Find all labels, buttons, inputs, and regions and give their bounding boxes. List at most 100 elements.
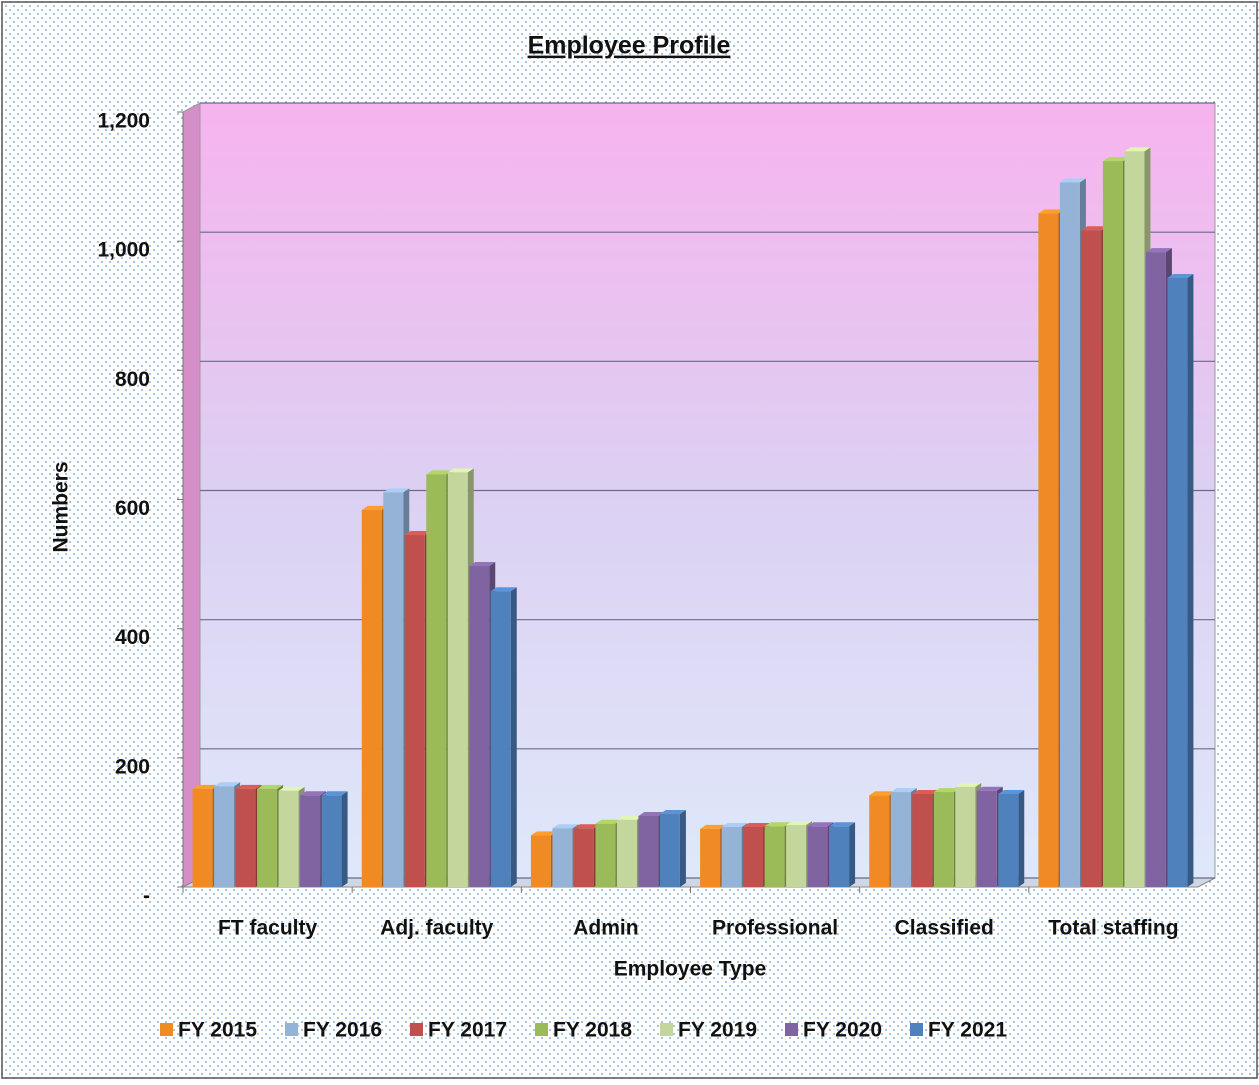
bar-top bbox=[447, 468, 474, 473]
bar bbox=[235, 788, 256, 887]
legend-label: FY 2021 bbox=[928, 1019, 1007, 1042]
bar bbox=[829, 826, 850, 887]
bar-top bbox=[1145, 248, 1172, 253]
legend-swatch bbox=[910, 1023, 923, 1036]
bar-top bbox=[764, 822, 791, 827]
bar bbox=[786, 825, 807, 887]
bar bbox=[469, 566, 490, 887]
legend-swatch bbox=[160, 1023, 173, 1036]
legend-label: FY 2018 bbox=[553, 1019, 632, 1042]
bar bbox=[721, 826, 742, 887]
bar bbox=[743, 826, 764, 887]
bar bbox=[1145, 252, 1166, 888]
y-tick-label: - bbox=[143, 885, 150, 908]
x-tick-label: Professional bbox=[712, 917, 838, 940]
bar-top bbox=[998, 790, 1025, 794]
x-axis-title: Employee Type bbox=[614, 958, 767, 981]
bar-top bbox=[1124, 147, 1151, 152]
bar-top bbox=[490, 587, 517, 592]
bar bbox=[638, 815, 659, 887]
bar-top bbox=[638, 811, 665, 816]
bar-top bbox=[1167, 273, 1194, 278]
bar-top bbox=[743, 822, 770, 827]
bar-top bbox=[807, 822, 834, 827]
bar bbox=[321, 795, 342, 887]
bar-top bbox=[700, 824, 727, 829]
bar bbox=[300, 795, 321, 887]
bar-top bbox=[552, 824, 579, 829]
bar-top bbox=[300, 791, 327, 796]
y-tick-label: 800 bbox=[115, 368, 150, 391]
side-wall bbox=[182, 102, 201, 888]
bar bbox=[595, 823, 616, 887]
legend-label: FY 2016 bbox=[303, 1019, 382, 1042]
bar-top bbox=[404, 531, 431, 536]
bar-top bbox=[933, 788, 960, 793]
bar bbox=[1124, 151, 1145, 888]
bar-top bbox=[976, 786, 1003, 791]
bar-top bbox=[786, 821, 813, 825]
legend-swatch bbox=[535, 1023, 548, 1036]
bar-top bbox=[383, 488, 410, 493]
bar-top bbox=[595, 819, 622, 824]
bar bbox=[214, 786, 235, 887]
bar bbox=[998, 794, 1019, 887]
bar-top bbox=[235, 784, 262, 789]
bar bbox=[1167, 277, 1188, 888]
y-axis-title: Numbers bbox=[50, 461, 73, 552]
bar bbox=[807, 826, 828, 887]
bar bbox=[257, 788, 278, 887]
bar bbox=[764, 826, 785, 887]
bar-top bbox=[721, 822, 748, 827]
legend-swatch bbox=[785, 1023, 798, 1036]
y-tick-label: 600 bbox=[115, 497, 150, 520]
bar bbox=[192, 788, 213, 887]
bar bbox=[573, 828, 594, 887]
bar-top bbox=[829, 822, 856, 827]
bar-top bbox=[616, 815, 643, 820]
bar-top bbox=[955, 782, 982, 787]
bar bbox=[383, 492, 404, 887]
bar bbox=[700, 828, 721, 887]
bar bbox=[552, 828, 573, 887]
x-tick-label: Admin bbox=[573, 917, 638, 940]
x-tick-label: Adj. faculty bbox=[380, 917, 494, 940]
bar-top bbox=[469, 562, 496, 567]
bar bbox=[616, 819, 637, 887]
bar-top bbox=[573, 824, 600, 829]
bar-top bbox=[214, 782, 241, 787]
legend-swatch bbox=[410, 1023, 423, 1036]
legend-label: FY 2015 bbox=[178, 1019, 257, 1042]
bar-top bbox=[257, 784, 284, 789]
legend-label: FY 2017 bbox=[428, 1019, 507, 1042]
bar bbox=[447, 472, 468, 887]
bar-top bbox=[361, 505, 388, 510]
x-tick-label: FT faculty bbox=[218, 917, 317, 940]
bar-top bbox=[890, 788, 917, 793]
y-tick-label: 1,000 bbox=[97, 239, 150, 262]
bar bbox=[404, 535, 425, 887]
bar bbox=[1102, 161, 1123, 888]
bar bbox=[530, 835, 551, 887]
x-tick-label: Classified bbox=[895, 917, 994, 940]
bar-top bbox=[1038, 209, 1065, 214]
bar-top bbox=[278, 786, 305, 791]
bar bbox=[933, 792, 954, 887]
bar-top bbox=[912, 790, 939, 794]
bar-top bbox=[869, 791, 896, 796]
bar-top bbox=[659, 810, 686, 815]
bar-top bbox=[426, 470, 453, 475]
chart-title: Employee Profile bbox=[528, 32, 731, 60]
bar-side bbox=[849, 822, 856, 887]
legend-label: FY 2020 bbox=[803, 1019, 882, 1042]
bar-top bbox=[530, 831, 557, 836]
x-tick-label: Total staffing bbox=[1048, 917, 1178, 940]
bar-top bbox=[321, 791, 348, 796]
bar bbox=[1059, 182, 1080, 888]
bar-top bbox=[1102, 157, 1129, 162]
bar bbox=[890, 792, 911, 887]
legend-swatch bbox=[660, 1023, 673, 1036]
bar-side bbox=[1187, 273, 1194, 888]
